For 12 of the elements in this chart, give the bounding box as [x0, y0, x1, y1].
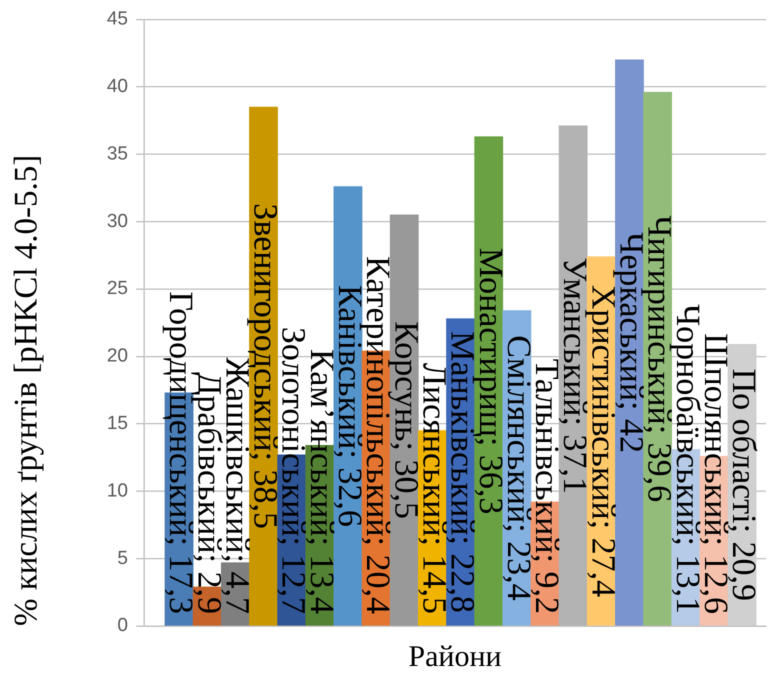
y-tick-label: 25: [106, 278, 128, 300]
y-tick-label: 30: [106, 210, 128, 232]
y-tick-label: 45: [106, 8, 128, 30]
y-tick-label: 15: [106, 413, 128, 434]
y-tick-label: 40: [106, 76, 128, 98]
y-tick-label: 0: [117, 615, 128, 636]
y-tick-label: 10: [106, 480, 128, 502]
x-axis-title: Райони: [408, 640, 502, 673]
y-tick-label: 20: [106, 346, 128, 367]
y-tick-label: 35: [106, 143, 128, 164]
y-axis-title: % кислих ґрунтів [pHKCl 4.0-5.5]: [8, 154, 44, 626]
y-tick-label: 5: [117, 548, 128, 569]
